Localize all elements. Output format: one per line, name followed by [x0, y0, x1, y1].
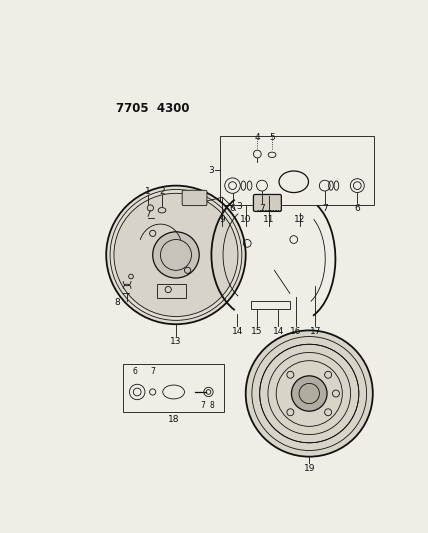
Text: 7: 7	[200, 401, 205, 410]
Text: 14: 14	[232, 327, 243, 336]
Bar	[251, 301, 290, 309]
Text: 12: 12	[294, 215, 306, 224]
Text: 16: 16	[290, 327, 302, 336]
Text: 18: 18	[168, 415, 179, 424]
Text: 15: 15	[251, 327, 262, 336]
Text: 1: 1	[145, 187, 151, 196]
Text: 6: 6	[230, 204, 235, 213]
Text: 3: 3	[208, 166, 214, 175]
Text: 2: 2	[159, 187, 165, 196]
Circle shape	[114, 193, 238, 317]
Text: 6: 6	[132, 367, 137, 376]
Text: 5: 5	[269, 133, 275, 142]
Circle shape	[106, 185, 246, 324]
Text: 14: 14	[273, 327, 284, 336]
Text: 11: 11	[263, 215, 275, 224]
Bar	[157, 284, 186, 298]
Text: 17: 17	[310, 327, 321, 336]
Circle shape	[291, 376, 327, 411]
FancyBboxPatch shape	[253, 195, 281, 212]
Bar	[220, 135, 374, 205]
Text: 7: 7	[322, 204, 327, 213]
Text: 9: 9	[220, 215, 225, 224]
FancyBboxPatch shape	[182, 190, 207, 206]
Bar	[123, 364, 224, 412]
Circle shape	[153, 232, 199, 278]
Text: 6: 6	[354, 204, 360, 213]
Text: 4: 4	[255, 133, 260, 142]
Text: 8: 8	[209, 401, 214, 410]
Text: 7705  4300: 7705 4300	[116, 102, 189, 115]
Text: 19: 19	[303, 464, 315, 473]
Text: 13: 13	[170, 337, 182, 346]
Text: 8: 8	[114, 298, 120, 307]
Text: 7: 7	[150, 367, 155, 376]
Circle shape	[246, 330, 373, 457]
Text: 3: 3	[237, 202, 242, 211]
Text: 7: 7	[259, 204, 265, 213]
Text: 10: 10	[240, 215, 251, 224]
